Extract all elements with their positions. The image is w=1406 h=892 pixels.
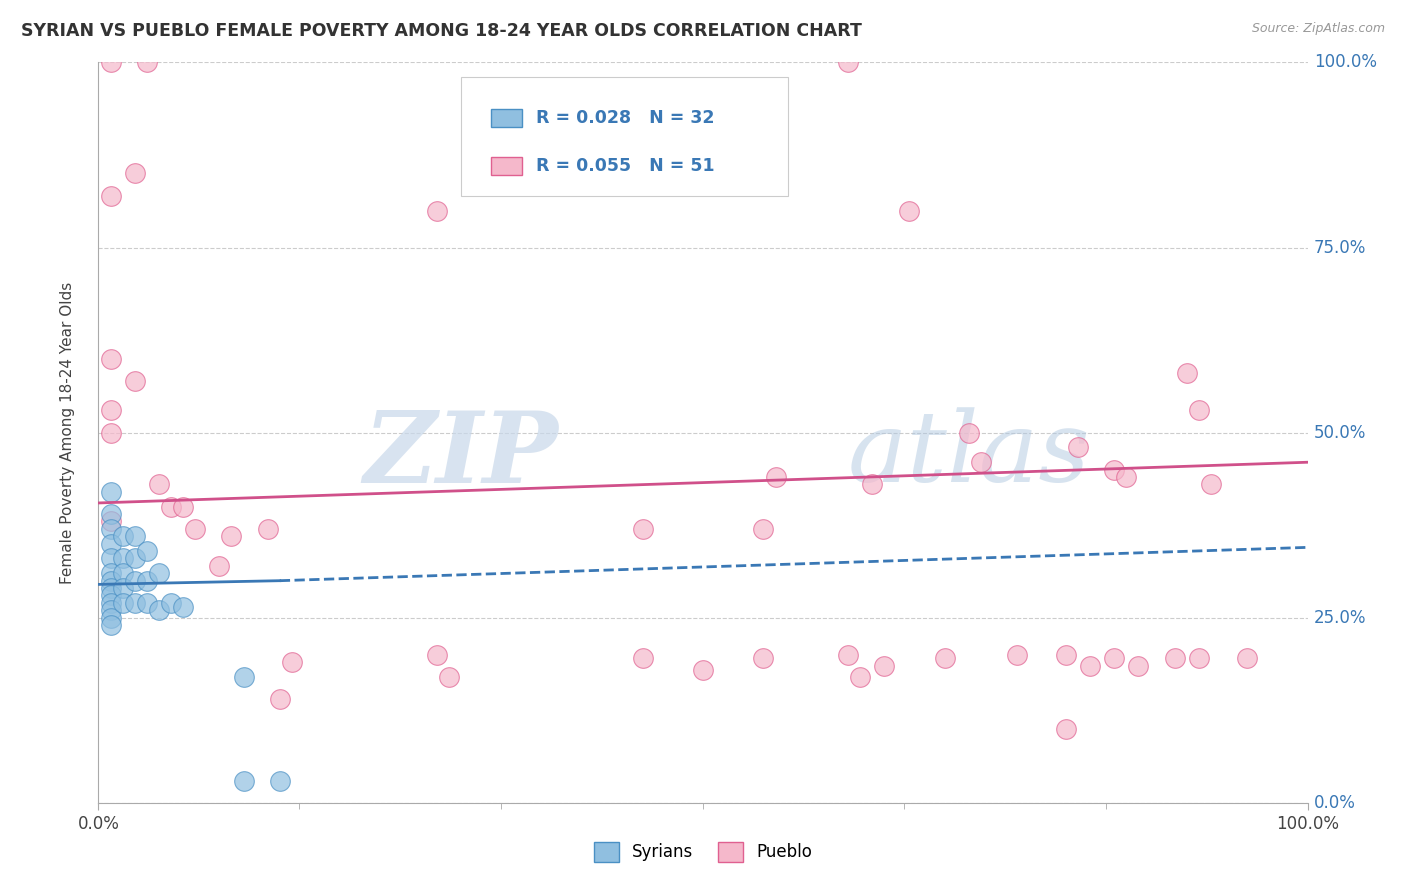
Point — [1067, 441, 1090, 455]
Point — [100, 581, 122, 595]
Point — [1188, 651, 1211, 665]
Point — [1102, 462, 1125, 476]
Point — [100, 574, 122, 588]
Point — [100, 610, 122, 624]
Point — [100, 566, 122, 581]
Point — [148, 566, 170, 581]
Text: 75.0%: 75.0% — [1313, 238, 1367, 257]
Point — [124, 574, 146, 588]
Point — [148, 477, 170, 491]
Point — [957, 425, 980, 440]
Point — [692, 663, 714, 677]
Point — [631, 522, 654, 536]
Text: R = 0.028   N = 32: R = 0.028 N = 32 — [536, 109, 714, 127]
Point — [100, 522, 122, 536]
Point — [100, 425, 122, 440]
Point — [426, 648, 449, 662]
Text: 50.0%: 50.0% — [1313, 424, 1367, 442]
Point — [124, 166, 146, 180]
Point — [208, 558, 231, 573]
Text: 0.0%: 0.0% — [1313, 794, 1355, 812]
Point — [111, 581, 134, 595]
Point — [184, 522, 207, 536]
Point — [934, 651, 956, 665]
Point — [256, 522, 278, 536]
Point — [160, 500, 183, 514]
Text: SYRIAN VS PUEBLO FEMALE POVERTY AMONG 18-24 YEAR OLDS CORRELATION CHART: SYRIAN VS PUEBLO FEMALE POVERTY AMONG 18… — [21, 22, 862, 40]
Point — [752, 522, 775, 536]
Point — [1236, 651, 1258, 665]
Point — [631, 651, 654, 665]
Text: 100.0%: 100.0% — [1313, 54, 1376, 71]
Point — [837, 648, 859, 662]
Legend: Syrians, Pueblo: Syrians, Pueblo — [586, 835, 820, 869]
Point — [437, 670, 460, 684]
Point — [135, 55, 157, 70]
Point — [1128, 658, 1150, 673]
Point — [160, 596, 183, 610]
Y-axis label: Female Poverty Among 18-24 Year Olds: Female Poverty Among 18-24 Year Olds — [60, 282, 75, 583]
Point — [269, 773, 291, 788]
Point — [1163, 651, 1185, 665]
Point — [232, 670, 254, 684]
Point — [111, 566, 134, 581]
Point — [135, 544, 157, 558]
Point — [100, 484, 122, 499]
Point — [148, 603, 170, 617]
FancyBboxPatch shape — [492, 157, 522, 176]
Point — [124, 529, 146, 543]
Point — [849, 670, 872, 684]
Point — [1054, 648, 1077, 662]
FancyBboxPatch shape — [492, 109, 522, 128]
Point — [837, 55, 859, 70]
Point — [100, 507, 122, 521]
Point — [100, 618, 122, 632]
Point — [1188, 403, 1211, 417]
Point — [100, 551, 122, 566]
Point — [100, 351, 122, 366]
Point — [135, 574, 157, 588]
Point — [860, 477, 883, 491]
Point — [897, 203, 920, 218]
Point — [232, 773, 254, 788]
Point — [124, 596, 146, 610]
Point — [269, 692, 291, 706]
Text: 25.0%: 25.0% — [1313, 608, 1367, 627]
Point — [281, 655, 304, 669]
Point — [124, 551, 146, 566]
Point — [1054, 722, 1077, 736]
Point — [124, 374, 146, 388]
Point — [1115, 470, 1137, 484]
Point — [1175, 367, 1198, 381]
Point — [221, 529, 243, 543]
Point — [1007, 648, 1029, 662]
Point — [100, 603, 122, 617]
Point — [1078, 658, 1101, 673]
Point — [100, 403, 122, 417]
Point — [111, 596, 134, 610]
Point — [426, 203, 449, 218]
Point — [172, 599, 194, 614]
Text: ZIP: ZIP — [363, 407, 558, 503]
Point — [111, 529, 134, 543]
Point — [752, 651, 775, 665]
Point — [100, 188, 122, 202]
Point — [172, 500, 194, 514]
Point — [1199, 477, 1222, 491]
Text: Source: ZipAtlas.com: Source: ZipAtlas.com — [1251, 22, 1385, 36]
Point — [1102, 651, 1125, 665]
Point — [100, 589, 122, 603]
Point — [135, 596, 157, 610]
Point — [100, 55, 122, 70]
Point — [111, 551, 134, 566]
Point — [765, 470, 787, 484]
Text: atlas: atlas — [848, 407, 1091, 502]
Point — [100, 596, 122, 610]
FancyBboxPatch shape — [461, 78, 787, 195]
Point — [970, 455, 993, 469]
Text: R = 0.055   N = 51: R = 0.055 N = 51 — [536, 157, 714, 175]
Point — [873, 658, 896, 673]
Point — [100, 536, 122, 550]
Point — [100, 515, 122, 529]
